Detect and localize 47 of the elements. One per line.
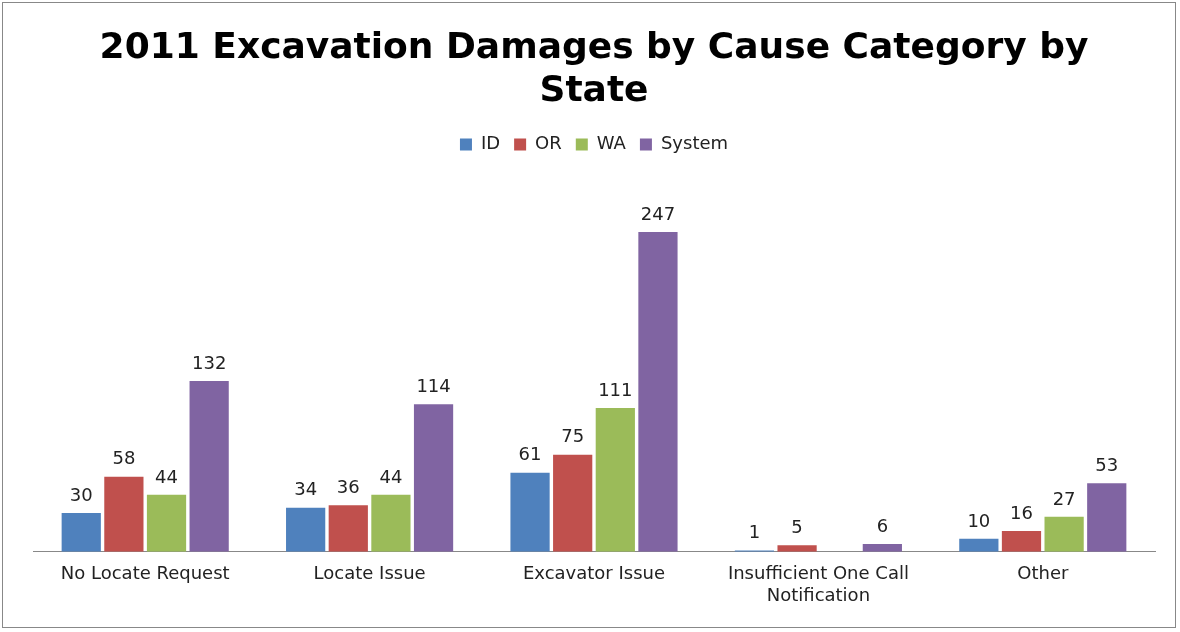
data-label: 132 (191, 351, 227, 373)
data-label: 16 (1010, 501, 1033, 523)
data-label: 247 (640, 202, 676, 224)
bar (328, 505, 368, 552)
bar (371, 494, 411, 552)
data-label: 1 (748, 521, 761, 543)
data-label: 6 (876, 514, 889, 536)
legend-label: ID (480, 132, 501, 154)
bar (1087, 483, 1127, 552)
x-tick-label: Locate Issue (313, 562, 426, 584)
bar (146, 494, 187, 552)
bar (553, 454, 593, 552)
data-label: 10 (967, 509, 991, 531)
legend-label: WA (596, 132, 627, 154)
bar (595, 408, 635, 552)
bar (777, 545, 817, 552)
x-tick-label: Insufficient One Call Notification (727, 562, 909, 605)
bar (959, 538, 999, 552)
bar (413, 404, 454, 552)
data-label: 5 (791, 516, 803, 537)
bar (1001, 531, 1042, 552)
data-label: 58 (112, 447, 136, 469)
legend-label: OR (535, 132, 562, 154)
data-label: 75 (561, 425, 585, 447)
bar (104, 476, 144, 552)
data-label: 44 (379, 465, 403, 487)
data-label: 36 (336, 475, 360, 497)
data-label: 27 (1052, 487, 1076, 509)
chart-title: 2011 Excavation Damages by Cause Category by State (99, 24, 1089, 110)
data-label: 114 (416, 374, 451, 396)
bar (510, 472, 550, 552)
data-label: 44 (155, 465, 178, 487)
data-label: 34 (294, 478, 318, 500)
data-label: 53 (1095, 453, 1119, 475)
bar (638, 232, 678, 552)
bar (862, 544, 902, 552)
bar (61, 512, 101, 552)
x-tick-label: No Locate Request (60, 562, 230, 584)
data-label: 61 (518, 443, 542, 465)
data-label: 30 (69, 483, 93, 505)
data-label: 111 (598, 378, 633, 400)
x-tick-label: Excavator Issue (522, 562, 666, 584)
bar (286, 507, 326, 552)
legend-label: System (660, 132, 729, 154)
x-tick-label: Other (1017, 562, 1069, 584)
bar (189, 380, 229, 552)
bar (1044, 516, 1084, 552)
